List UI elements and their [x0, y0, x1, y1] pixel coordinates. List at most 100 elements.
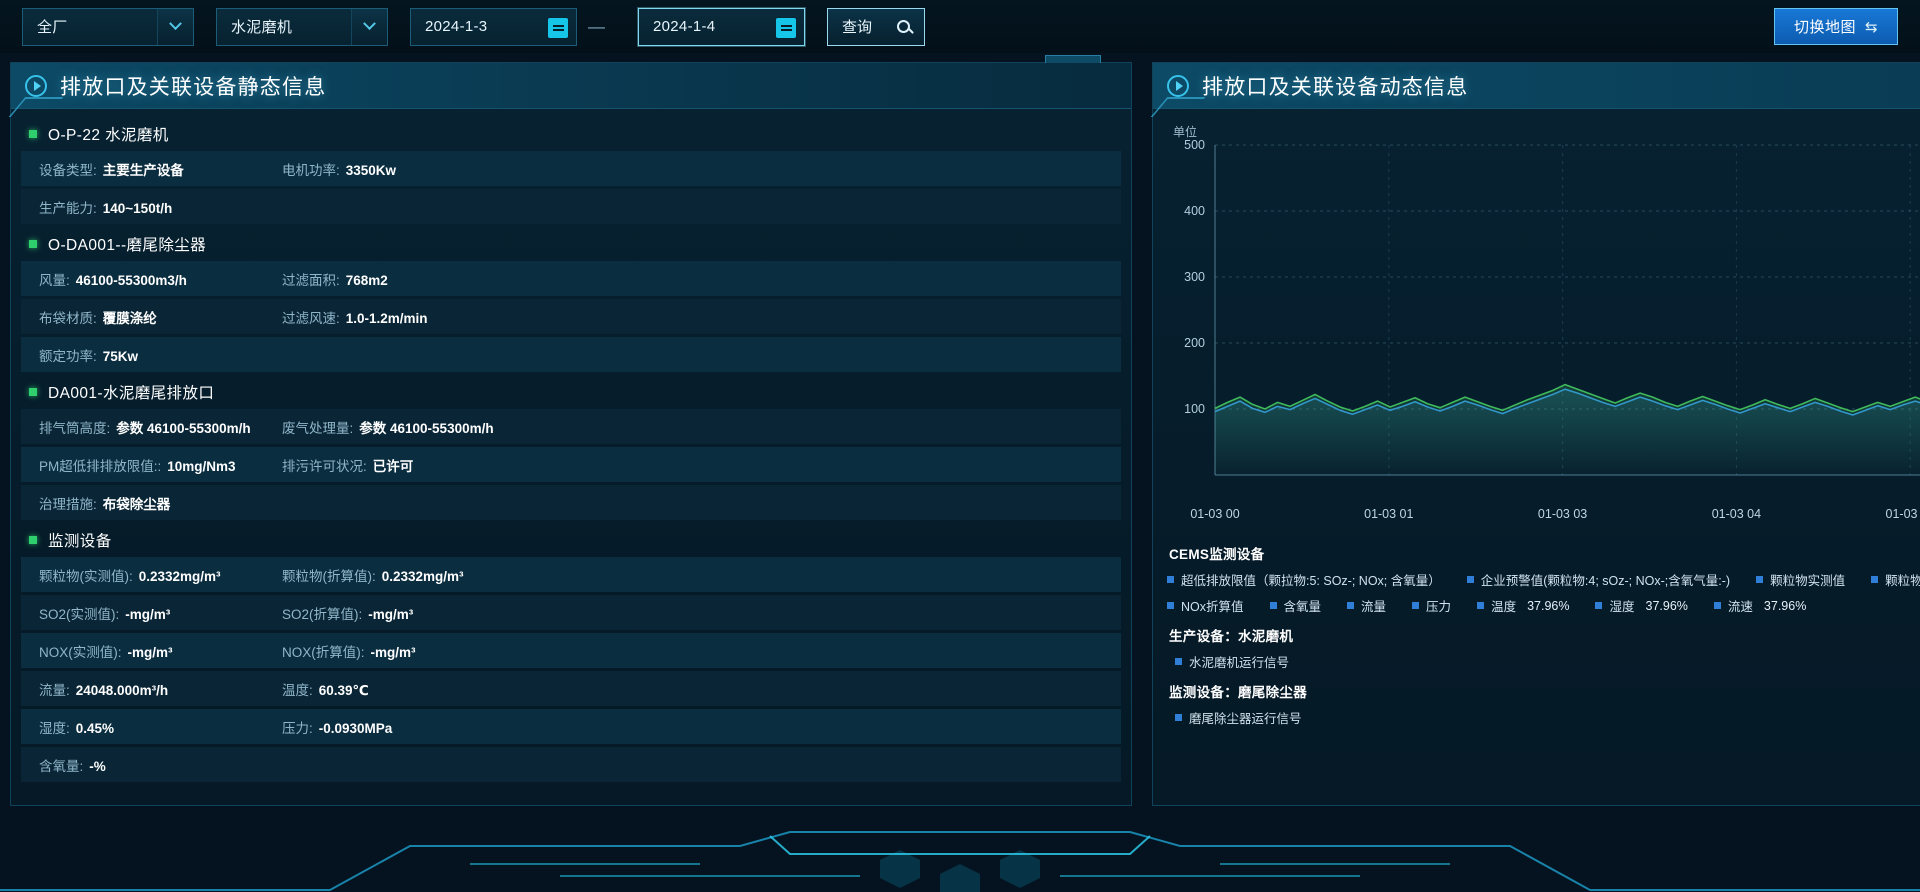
chart-x-tick-label: 01-03 06: [1885, 507, 1920, 521]
static-info-row: 额定功率: 75Kw: [21, 337, 1121, 372]
legend-item-label: 湿度: [1609, 600, 1635, 614]
static-info-cell: 湿度: 0.45%: [39, 717, 282, 737]
static-info-value: 60.39℃: [318, 682, 369, 698]
legend-swatch-icon: [1347, 602, 1355, 609]
plant-select[interactable]: 全厂: [22, 7, 194, 46]
static-info-value: 46100-55300m3/h: [75, 272, 187, 288]
chevron-down-icon[interactable]: [157, 8, 193, 45]
date-end-input[interactable]: 2024-1-4: [638, 7, 805, 46]
legend-item[interactable]: 磨尾除尘器运行信号: [1175, 708, 1302, 727]
legend-item-label: 水泥磨机运行信号: [1189, 656, 1290, 670]
static-info-cell: 生产能力: 140~150t/h: [39, 197, 282, 217]
static-group-header: O-DA001--磨尾除尘器: [21, 227, 1121, 261]
legend-item-label: 压力: [1426, 600, 1452, 614]
static-group-title: 监测设备: [48, 533, 112, 550]
legend-swatch-icon: [1167, 602, 1174, 609]
static-group-header: DA001-水泥磨尾排放口: [21, 375, 1121, 409]
static-info-value: -%: [89, 758, 106, 774]
legend-item-label: 企业预警值(颗粒物:4; sOz-; NOx-;含氧气量:-): [1480, 574, 1731, 588]
static-info-key: NOX(实测值):: [39, 644, 122, 660]
timeseries-chart[interactable]: 100 200 300 400 500: [1153, 115, 1920, 507]
chevron-down-icon[interactable]: [351, 8, 387, 45]
chart-series-line: [1214, 383, 1920, 413]
legend-title-production: 生产设备：水泥磨机: [1169, 629, 1294, 644]
static-info-key: 生产能力:: [39, 200, 97, 216]
legend-item[interactable]: 湿度 37.96%: [1595, 596, 1688, 615]
legend-item[interactable]: 颗粒物实测值: [1756, 570, 1845, 589]
static-info-key: 温度:: [282, 682, 313, 698]
static-info-row: 风量: 46100-55300m3/h 过滤面积: 768m2: [21, 261, 1121, 296]
chart-x-tick-label: 01-03 00: [1190, 507, 1240, 521]
legend-item-value: 37.96%: [1527, 598, 1570, 613]
legend-swatch-icon: [1595, 602, 1603, 609]
query-button-label: 查询: [842, 19, 873, 36]
status-square-icon: [29, 536, 37, 544]
calendar-icon[interactable]: [776, 17, 796, 38]
legend-row-1: 超低排放限值（颗拉物:5: SOz-; NOx; 含氧量） 企业预警值(颗粒物:4…: [1167, 570, 1920, 589]
static-info-cell: 排气筒高度: 参数 46100-55300m/h: [39, 417, 282, 437]
static-info-header: 排放口及关联设备静态信息: [11, 63, 1131, 109]
static-info-row: SO2(实测值): -mg/m³ SO2(折算值): -mg/m³: [21, 595, 1121, 630]
legend-item[interactable]: 超低排放限值（颗拉物:5: SOz-; NOx; 含氧量）: [1167, 570, 1441, 589]
static-group-title: O-P-22 水泥磨机: [48, 127, 169, 144]
static-info-cell: 流量: 24048.000m³/h: [39, 679, 282, 699]
static-info-value: -mg/m³: [127, 644, 173, 660]
legend-item[interactable]: 压力: [1412, 596, 1451, 615]
status-square-icon: [29, 130, 37, 138]
static-info-cell: 过滤面积: 768m2: [282, 269, 388, 289]
static-info-cell: 颗粒物(实测值): 0.2332mg/m³: [39, 565, 282, 585]
legend-item[interactable]: 含氧量: [1269, 596, 1321, 615]
legend-swatch-icon: [1756, 576, 1764, 583]
device-select[interactable]: 水泥磨机: [216, 7, 388, 46]
static-info-cell: SO2(实测值): -mg/m³: [39, 603, 282, 623]
legend-item-label: 流速: [1727, 600, 1753, 614]
panel-notch: [1045, 55, 1101, 65]
chart-x-tick-label: 01-03 03: [1537, 507, 1588, 521]
static-info-value: 0.2332mg/m³: [381, 568, 464, 584]
static-info-row: 治理措施: 布袋除尘器: [21, 485, 1121, 520]
static-info-cell: 电机功率: 3350Kw: [282, 159, 396, 179]
static-info-title: 排放口及关联设备静态信息: [60, 75, 327, 99]
legend-swatch-icon: [1269, 602, 1277, 609]
legend-item-label: 颗粒物折算值: [1885, 574, 1920, 588]
chart-x-tick-label: 01-03 04: [1711, 507, 1762, 521]
static-info-list: O-P-22 水泥磨机 设备类型: 主要生产设备 电机功率: 3350Kw 生产能力: 14…: [11, 109, 1131, 782]
static-info-key: 废气处理量:: [282, 420, 354, 436]
legend-item-label: 超低排放限值（颗拉物:5: SOz-; NOx; 含氧量）: [1181, 574, 1441, 588]
search-icon: [897, 20, 910, 33]
chart-y-tick-label: 300: [1184, 270, 1205, 284]
calendar-icon[interactable]: [548, 17, 568, 38]
static-info-panel: 排放口及关联设备静态信息 O-P-22 水泥磨机设备类型: 主要生产设备 电机功率:…: [10, 55, 1132, 806]
static-info-row: 设备类型: 主要生产设备 电机功率: 3350Kw: [21, 151, 1121, 186]
static-info-key: 电机功率:: [282, 162, 340, 178]
static-info-cell: 设备类型: 主要生产设备: [39, 159, 282, 179]
static-info-value: -mg/m³: [125, 606, 171, 622]
static-info-key: 颗粒物(实测值):: [39, 568, 133, 584]
legend-item[interactable]: NOx折算值: [1167, 596, 1244, 615]
legend-item[interactable]: 水泥磨机运行信号: [1175, 652, 1289, 671]
legend-item[interactable]: 企业预警值(颗粒物:4; sOz-; NOx-;含氧气量:-): [1466, 570, 1731, 589]
legend-item[interactable]: 流速 37.96%: [1713, 596, 1806, 615]
static-info-row: NOX(实测值): -mg/m³ NOX(折算值): -mg/m³: [21, 633, 1121, 668]
static-group-title: O-DA001--磨尾除尘器: [48, 237, 207, 254]
static-info-key: 风量:: [39, 272, 70, 288]
query-button[interactable]: 查询: [827, 7, 925, 46]
switch-map-button[interactable]: 切换地图 ⇆: [1774, 8, 1898, 45]
legend-row-monitoring: 磨尾除尘器运行信号: [1175, 708, 1920, 727]
legend-item[interactable]: 温度 37.96%: [1477, 596, 1569, 615]
static-info-row: 布袋材质: 覆膜涤纶 过滤风速: 1.0-1.2m/min: [21, 299, 1121, 334]
play-circle-icon: [25, 74, 47, 97]
static-info-key: 额定功率:: [39, 348, 97, 364]
chart-x-axis-labels: 01-03 00 01-03 01 01-03 03 01-03 04 01-03 06…: [1153, 507, 1920, 527]
static-info-value: -0.0930MPa: [318, 720, 393, 736]
static-info-value: 0.45%: [75, 720, 115, 736]
date-start-input[interactable]: 2024-1-3: [410, 7, 577, 46]
plant-select-value: 全厂: [37, 19, 68, 36]
device-select-value: 水泥磨机: [231, 19, 293, 36]
static-info-key: SO2(折算值):: [282, 606, 363, 622]
legend-item[interactable]: 流量: [1347, 596, 1386, 615]
static-info-key: PM超低排排放限值::: [39, 458, 162, 474]
legend-item[interactable]: 颗粒物折算值: [1871, 570, 1920, 589]
static-info-value: 参数 46100-55300m/h: [116, 420, 251, 436]
static-info-key: 过滤风速:: [282, 310, 340, 326]
